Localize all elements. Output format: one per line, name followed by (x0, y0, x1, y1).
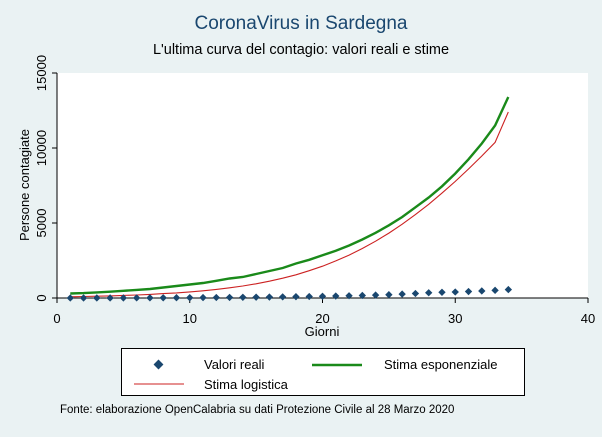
data-point (358, 291, 367, 300)
data-point (252, 293, 260, 301)
data-point (345, 292, 353, 300)
x-tick-label: 40 (581, 311, 595, 326)
y-tick-label: 10000 (34, 130, 49, 166)
x-tick-label: 10 (183, 311, 197, 326)
x-tick-label: 20 (315, 311, 329, 326)
legend: Valori reali Stima esponenziale Stima lo… (121, 348, 525, 396)
data-point (146, 294, 154, 302)
y-axis-title: Persone contagiate (17, 129, 32, 241)
data-point (93, 294, 101, 302)
data-point (451, 288, 459, 296)
data-point (411, 289, 420, 298)
data-point (265, 293, 274, 301)
data-point (438, 288, 446, 296)
data-point (318, 292, 327, 300)
data-point (106, 294, 114, 302)
y-tick-label: 15000 (34, 55, 49, 91)
x-tick-label: 30 (448, 311, 462, 326)
data-point (186, 293, 194, 302)
source-footnote: Fonte: elaborazione OpenCalabria su dati… (60, 404, 455, 416)
data-point (292, 292, 300, 301)
data-point (172, 294, 181, 302)
series-line-stima-esponenziale (70, 96, 510, 295)
data-point (225, 293, 234, 302)
data-point (66, 294, 74, 302)
data-point (464, 287, 473, 296)
data-point (371, 291, 380, 299)
data-point (425, 289, 433, 297)
data-point (491, 286, 499, 295)
y-tick-label: 0 (34, 294, 49, 301)
legend-swatch-marker (153, 359, 164, 370)
legend-swatch-line-green (312, 363, 362, 367)
data-point (159, 294, 167, 302)
data-point (199, 293, 207, 302)
legend-swatch-line-red (134, 383, 184, 385)
data-point (332, 292, 340, 300)
plot-area (57, 73, 588, 298)
data-point (385, 291, 393, 299)
y-tick-label: 5000 (34, 209, 49, 238)
legend-label: Stima esponenziale (384, 357, 498, 372)
data-point (239, 293, 247, 301)
data-point (504, 285, 513, 294)
data-point (278, 293, 287, 301)
data-point (132, 294, 141, 302)
data-point (398, 290, 406, 298)
series-line-stima-logistica (70, 111, 509, 298)
chart-subtitle: L'ultima curva del contagio: valori real… (152, 42, 450, 58)
data-point (305, 292, 313, 301)
data-point (119, 294, 128, 302)
x-tick-label: 0 (53, 311, 60, 326)
data-point (478, 287, 486, 295)
legend-label: Stima logistica (204, 377, 288, 392)
x-axis-title: Giorni (305, 324, 340, 339)
legend-label: Valori reali (204, 357, 265, 372)
chart-title: CoronaVirus in Sardegna (194, 13, 408, 34)
